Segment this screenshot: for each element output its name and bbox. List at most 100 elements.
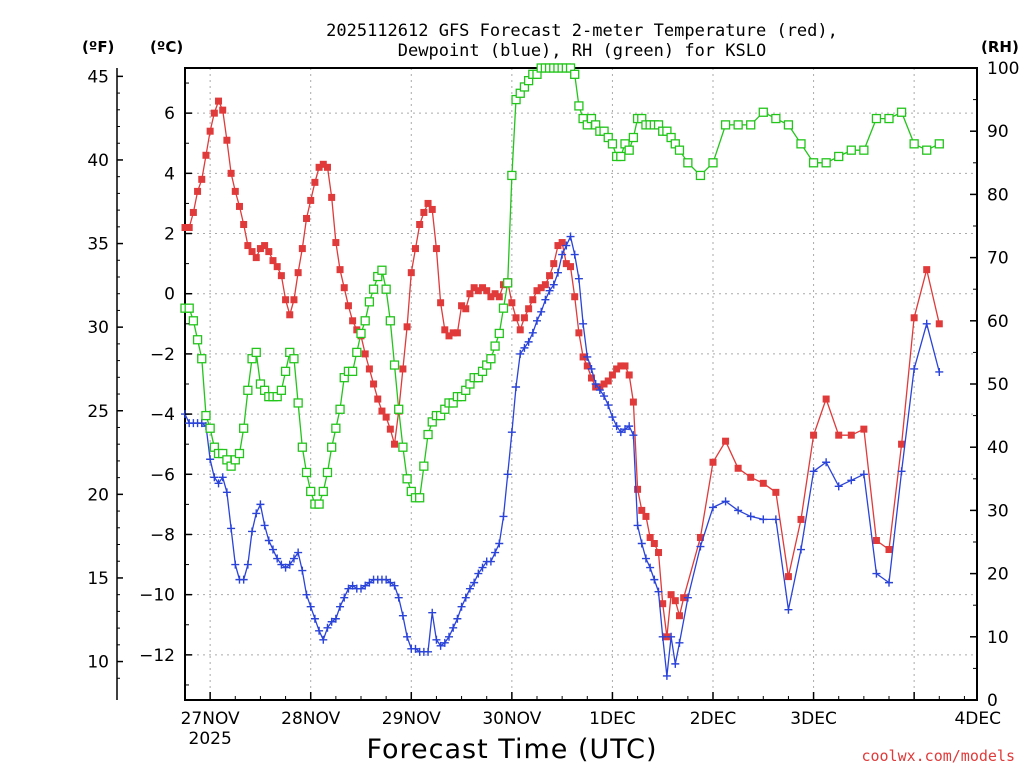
dewpoint-point — [641, 554, 650, 563]
rh-point — [419, 461, 429, 471]
rh-tick-label: 70 — [987, 249, 1009, 269]
temperature-point — [479, 284, 487, 292]
dewpoint-point — [474, 569, 483, 578]
temperature-point — [462, 305, 470, 313]
dewpoint-point — [859, 470, 868, 479]
temperature-point — [650, 540, 658, 548]
f-tick-label: 20 — [87, 485, 109, 505]
temperature-point — [709, 458, 717, 466]
rh-point — [783, 120, 794, 130]
dewpoint-point — [478, 563, 487, 572]
dewpoint-point — [553, 268, 562, 277]
temperature-point — [256, 245, 264, 253]
temperature-point — [797, 515, 805, 523]
series-line-rh — [185, 67, 940, 505]
rh-point — [846, 145, 856, 155]
rh-point — [314, 499, 324, 509]
dewpoint-point — [394, 593, 403, 602]
dewpoint-point — [239, 575, 248, 584]
temperature-point — [571, 293, 579, 301]
rh-point — [276, 385, 287, 395]
f-tick-label: 40 — [87, 151, 109, 171]
dewpoint-point — [436, 641, 445, 650]
dewpoint-point — [273, 554, 282, 563]
rh-tick-label: 80 — [987, 185, 1009, 205]
dewpoint-point — [910, 364, 919, 373]
rh-point — [293, 398, 303, 408]
rh-point — [494, 328, 504, 339]
dewpoint-point — [809, 467, 818, 476]
rh-tick-label: 40 — [987, 438, 1009, 458]
dewpoint-point — [629, 431, 638, 440]
temperature-point — [235, 202, 243, 210]
dewpoint-point — [503, 470, 512, 479]
temperature-point — [525, 305, 533, 313]
dewpoint-point — [625, 422, 634, 431]
temperature-point — [437, 299, 445, 307]
temperature-point — [210, 109, 218, 117]
temperature-point — [265, 248, 273, 256]
temperature-point — [541, 281, 549, 289]
temperature-point — [227, 169, 235, 177]
dewpoint-point — [495, 539, 504, 548]
rh-point — [909, 139, 919, 149]
dewpoint-point — [357, 584, 365, 593]
rh-point — [402, 474, 412, 484]
temperature-point — [194, 187, 202, 195]
dewpoint-point — [445, 632, 453, 641]
dewpoint-point — [214, 479, 223, 488]
dewpoint-point — [583, 352, 592, 361]
temperature-point — [441, 326, 449, 334]
x-tick-label: 30NOV — [482, 709, 541, 729]
credit-label: coolwx.com/models — [861, 747, 1015, 765]
rh-tick-label: 0 — [987, 691, 998, 711]
temperature-point — [307, 196, 315, 204]
temperature-point — [722, 437, 730, 445]
dewpoint-point — [453, 614, 462, 623]
temperature-point — [847, 431, 855, 439]
dewpoint-point — [210, 473, 219, 482]
dewpoint-point — [319, 635, 328, 644]
temperature-point — [248, 248, 256, 256]
rh-point — [808, 158, 819, 168]
temperature-point — [516, 326, 524, 334]
temperature-point — [642, 512, 650, 520]
rh-point — [377, 265, 387, 275]
temperature-point — [244, 242, 252, 250]
temperature-point — [604, 377, 612, 385]
temperature-point — [608, 371, 616, 379]
rh-point — [385, 316, 395, 326]
rh-point — [683, 158, 693, 168]
rh-point — [896, 107, 907, 117]
x-tick-label: 27NOV — [181, 709, 240, 729]
dewpoint-point — [935, 367, 944, 376]
dewpoint-point — [847, 476, 856, 485]
rh-point — [234, 448, 245, 459]
c-tick-label: 2 — [164, 225, 175, 245]
temperature-point — [759, 479, 767, 487]
dewpoint-point — [470, 578, 479, 587]
temperature-point — [370, 380, 378, 388]
dewpoint-point — [281, 563, 290, 572]
temperature-point — [181, 224, 189, 232]
dewpoint-point — [310, 614, 319, 623]
rh-point — [720, 120, 731, 130]
dewpoint-point — [524, 337, 533, 346]
rh-point — [695, 170, 706, 181]
dewpoint-point — [897, 467, 906, 476]
temperature-point — [231, 187, 239, 195]
rh-tick-label: 100 — [987, 59, 1019, 79]
dewpoint-point — [222, 488, 231, 497]
rh-tick-label: 20 — [987, 565, 1009, 585]
dewpoint-point — [637, 539, 646, 548]
dewpoint-point — [306, 602, 315, 611]
temperature-point — [277, 272, 285, 280]
rh-point — [746, 120, 756, 130]
rh-point — [360, 316, 370, 326]
temperature-point — [294, 269, 302, 277]
dewpoint-point — [885, 578, 893, 587]
rh-point — [347, 366, 358, 377]
rh-point — [356, 328, 366, 339]
temperature-point — [411, 245, 419, 253]
dewpoint-point — [591, 380, 600, 388]
